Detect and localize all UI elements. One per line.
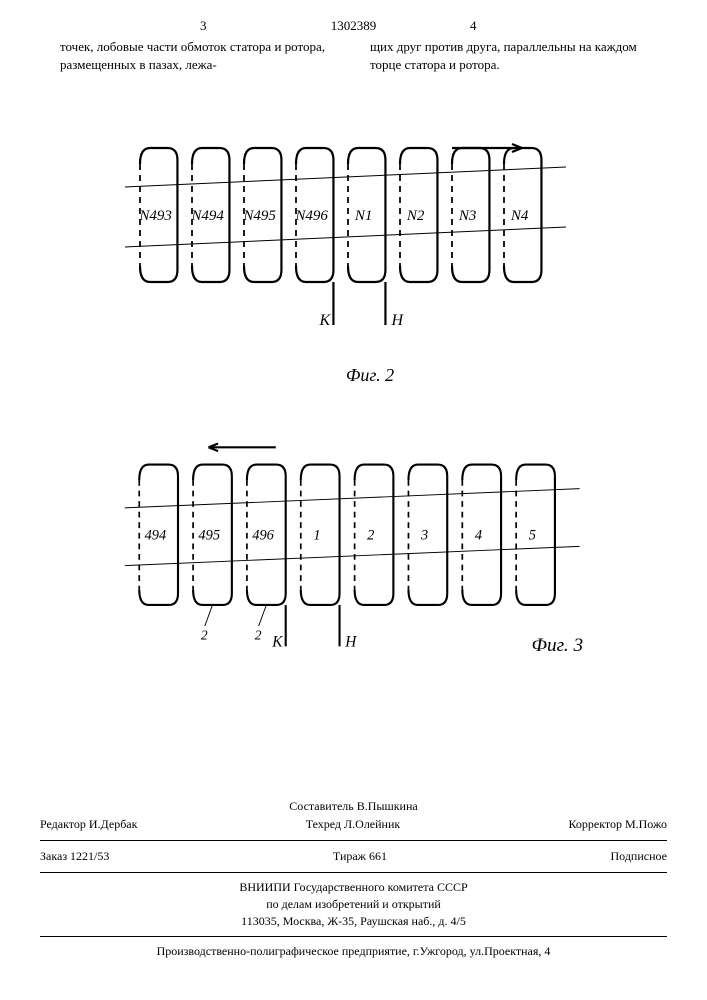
svg-text:N2: N2 [406,208,425,224]
footer-corrector: Корректор М.Пожо [568,817,667,832]
footer-printer: Производственно-полиграфическое предприя… [40,943,667,960]
svg-text:К: К [271,633,283,650]
footer-org1: ВНИИПИ Государственного комитета СССР [40,879,667,896]
footer-compiler: Составитель В.Пышкина [40,798,667,815]
svg-text:Н: Н [390,312,404,329]
svg-text:К: К [318,312,331,329]
column-right-text: щих друг против друга, параллельны на ка… [370,38,650,73]
svg-text:4: 4 [475,528,482,544]
svg-text:5: 5 [529,528,536,544]
footer-tirage: Тираж 661 [333,849,387,864]
figure-3: 494 495 496 1 2 3 4 5 К Н 2 2 Фиг. 3 [120,430,620,675]
svg-text:N495: N495 [242,208,276,224]
footer-editor: Редактор И.Дербак [40,817,137,832]
page-number-right: 4 [470,18,477,34]
svg-text:N1: N1 [354,208,373,224]
svg-text:Н: Н [344,633,357,650]
footer-signed: Подписное [611,849,668,864]
svg-text:2: 2 [255,628,262,643]
footer-techred: Техред Л.Олейник [306,817,401,832]
column-left-text: точек, лобовые части обмоток статора и р… [60,38,340,73]
footer-org2: по делам изобретений и открытий [40,896,667,913]
svg-text:N3: N3 [458,208,477,224]
figure-2: N493 N494 N495 N496 N1 N2 N3 N4 К Н Фиг. 2 [120,140,620,386]
footer: Составитель В.Пышкина Редактор И.Дербак … [40,798,667,960]
svg-text:Фиг. 3: Фиг. 3 [532,635,584,656]
svg-text:495: 495 [198,528,220,544]
svg-text:496: 496 [252,528,274,544]
svg-text:494: 494 [145,528,167,544]
svg-text:N496: N496 [294,208,328,224]
svg-text:2: 2 [367,528,374,544]
svg-text:N493: N493 [138,208,172,224]
svg-text:2: 2 [201,628,208,643]
footer-addr: 113035, Москва, Ж-35, Раушская наб., д. … [40,913,667,930]
figure-2-caption: Фиг. 2 [120,365,620,386]
svg-text:3: 3 [420,528,428,544]
svg-text:1: 1 [313,528,320,544]
document-number: 1302389 [0,18,707,34]
svg-text:N494: N494 [190,208,224,224]
footer-order: Заказ 1221/53 [40,849,109,864]
svg-text:N4: N4 [510,208,529,224]
